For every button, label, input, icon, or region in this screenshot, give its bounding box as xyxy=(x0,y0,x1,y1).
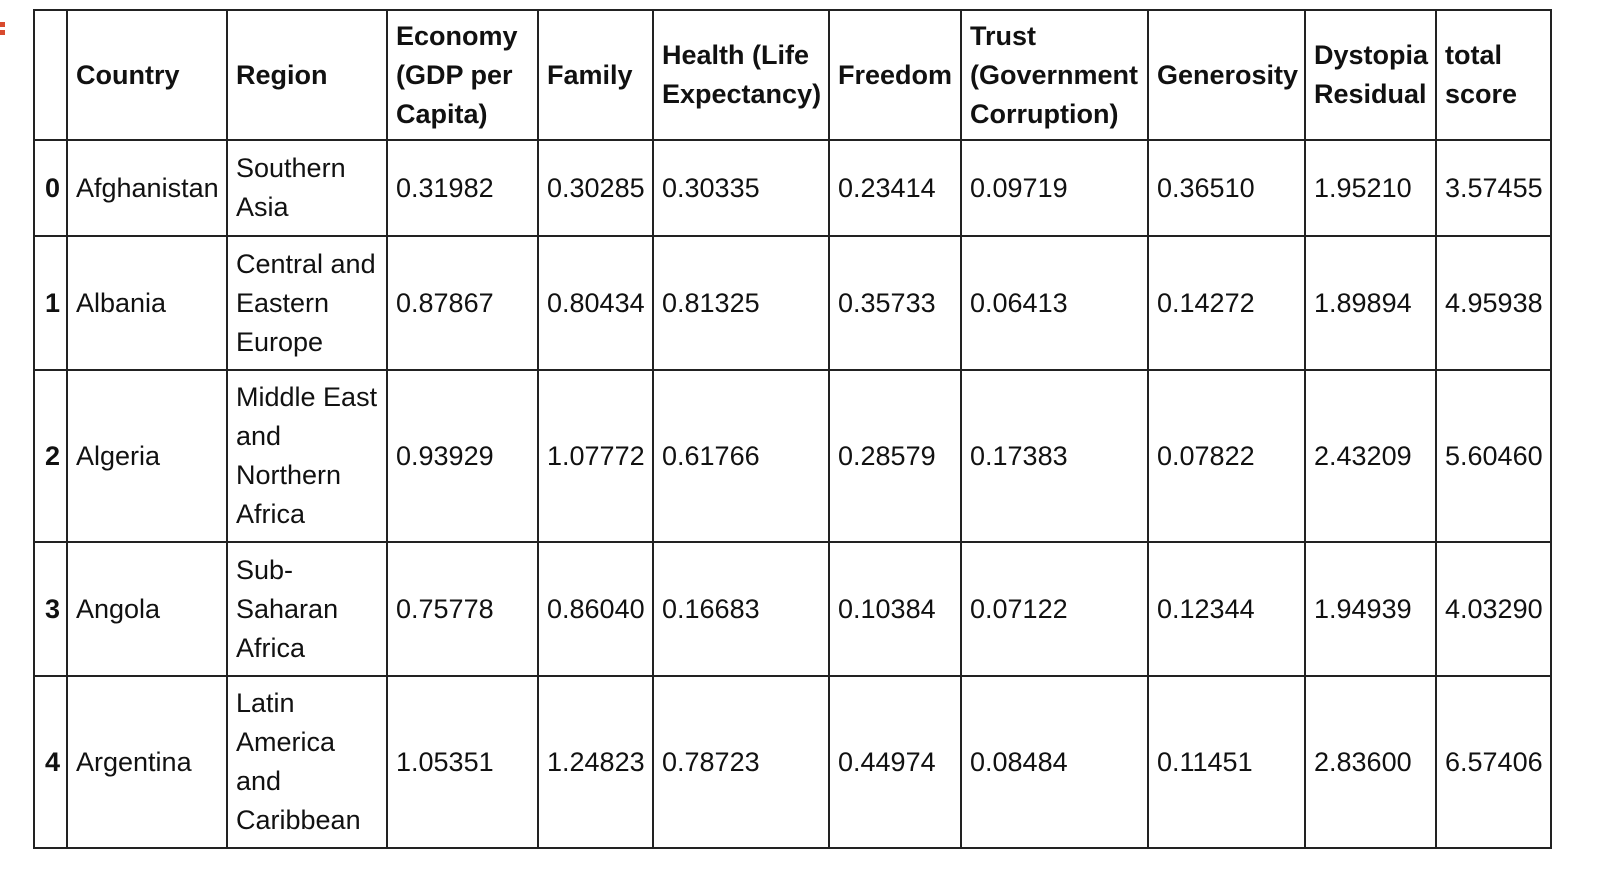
cell-region: Sub-Saharan Africa xyxy=(226,541,388,677)
column-header-freedom: Freedom xyxy=(828,9,962,141)
cell-freedom: 0.23414 xyxy=(828,139,962,237)
cell-freedom: 0.44974 xyxy=(828,675,962,849)
column-header-economy: Economy (GDP per Capita) xyxy=(386,9,539,141)
cell-trust: 0.07122 xyxy=(960,541,1149,677)
row-index: 2 xyxy=(33,369,68,543)
cell-dystopia: 2.83600 xyxy=(1304,675,1437,849)
cell-health: 0.78723 xyxy=(652,675,830,849)
cell-family: 0.30285 xyxy=(537,139,654,237)
cell-total: 4.95938 xyxy=(1435,235,1552,371)
table-row: 2 Algeria Middle East and Northern Afric… xyxy=(33,369,1552,543)
cell-country: Angola xyxy=(66,541,228,677)
dataframe-table: Country Region Economy (GDP per Capita) … xyxy=(33,9,1552,849)
cell-dystopia: 1.95210 xyxy=(1304,139,1437,237)
cell-country: Algeria xyxy=(66,369,228,543)
column-header-generosity: Generosity xyxy=(1147,9,1306,141)
cell-generosity: 0.07822 xyxy=(1147,369,1306,543)
cell-total: 6.57406 xyxy=(1435,675,1552,849)
cell-generosity: 0.36510 xyxy=(1147,139,1306,237)
cell-total: 4.03290 xyxy=(1435,541,1552,677)
cell-generosity: 0.11451 xyxy=(1147,675,1306,849)
cell-dystopia: 1.89894 xyxy=(1304,235,1437,371)
row-index: 3 xyxy=(33,541,68,677)
table-row: 3 Angola Sub-Saharan Africa 0.75778 0.86… xyxy=(33,541,1552,677)
cell-economy: 0.93929 xyxy=(386,369,539,543)
cell-family: 0.80434 xyxy=(537,235,654,371)
column-header-index xyxy=(33,9,68,141)
cell-health: 0.16683 xyxy=(652,541,830,677)
cell-country: Afghanistan xyxy=(66,139,228,237)
cell-total: 5.60460 xyxy=(1435,369,1552,543)
output-prompt-marker xyxy=(0,20,6,36)
cell-region: Central and Eastern Europe xyxy=(226,235,388,371)
column-header-country: Country xyxy=(66,9,228,141)
cell-region: Latin America and Caribbean xyxy=(226,675,388,849)
cell-health: 0.81325 xyxy=(652,235,830,371)
table-row: 4 Argentina Latin America and Caribbean … xyxy=(33,675,1552,849)
cell-freedom: 0.10384 xyxy=(828,541,962,677)
cell-country: Albania xyxy=(66,235,228,371)
column-header-total: total score xyxy=(1435,9,1552,141)
cell-economy: 0.87867 xyxy=(386,235,539,371)
header-row: Country Region Economy (GDP per Capita) … xyxy=(33,9,1552,141)
cell-family: 1.24823 xyxy=(537,675,654,849)
cell-health: 0.61766 xyxy=(652,369,830,543)
cell-country: Argentina xyxy=(66,675,228,849)
column-header-dystopia: Dystopia Residual xyxy=(1304,9,1437,141)
cell-dystopia: 1.94939 xyxy=(1304,541,1437,677)
column-header-trust: Trust (Government Corruption) xyxy=(960,9,1149,141)
row-index: 0 xyxy=(33,139,68,237)
cell-region: Middle East and Northern Africa xyxy=(226,369,388,543)
cell-trust: 0.17383 xyxy=(960,369,1149,543)
table-row: 1 Albania Central and Eastern Europe 0.8… xyxy=(33,235,1552,371)
cell-freedom: 0.35733 xyxy=(828,235,962,371)
cell-trust: 0.08484 xyxy=(960,675,1149,849)
column-header-region: Region xyxy=(226,9,388,141)
cell-trust: 0.09719 xyxy=(960,139,1149,237)
cell-family: 0.86040 xyxy=(537,541,654,677)
cell-generosity: 0.12344 xyxy=(1147,541,1306,677)
row-index: 1 xyxy=(33,235,68,371)
cell-freedom: 0.28579 xyxy=(828,369,962,543)
column-header-health: Health (Life Expectancy) xyxy=(652,9,830,141)
row-index: 4 xyxy=(33,675,68,849)
table-row: 0 Afghanistan Southern Asia 0.31982 0.30… xyxy=(33,139,1552,237)
cell-family: 1.07772 xyxy=(537,369,654,543)
cell-economy: 1.05351 xyxy=(386,675,539,849)
cell-health: 0.30335 xyxy=(652,139,830,237)
cell-total: 3.57455 xyxy=(1435,139,1552,237)
cell-economy: 0.31982 xyxy=(386,139,539,237)
cell-dystopia: 2.43209 xyxy=(1304,369,1437,543)
cell-trust: 0.06413 xyxy=(960,235,1149,371)
cell-economy: 0.75778 xyxy=(386,541,539,677)
column-header-family: Family xyxy=(537,9,654,141)
cell-region: Southern Asia xyxy=(226,139,388,237)
cell-generosity: 0.14272 xyxy=(1147,235,1306,371)
